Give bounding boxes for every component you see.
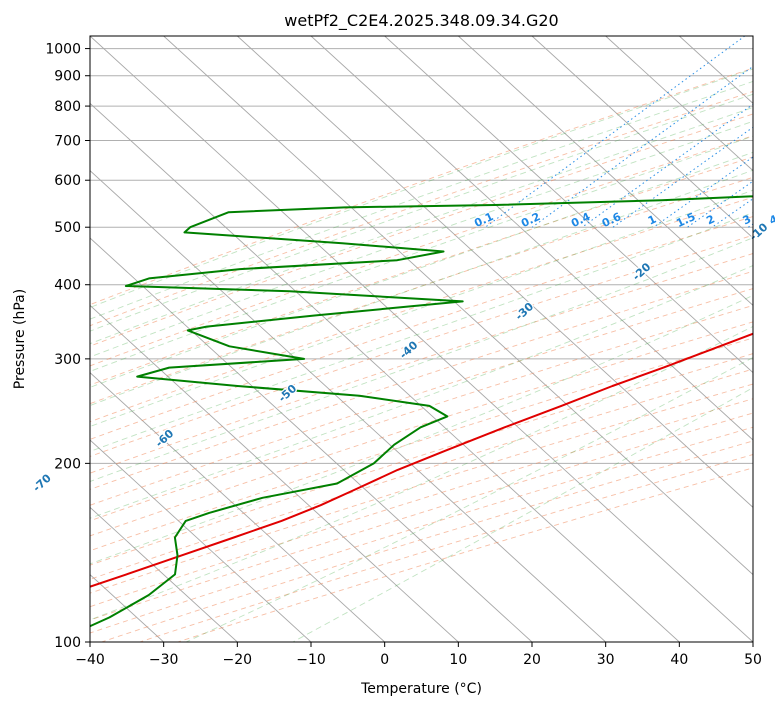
- temperature-line: [90, 332, 753, 588]
- moist-adiabat: [90, 135, 753, 372]
- x-axis-label: Temperature (°C): [360, 681, 482, 697]
- y-tick-label: 100: [54, 635, 81, 651]
- isotherm-line: [531, 36, 753, 239]
- dewpoint-line: [90, 195, 753, 628]
- y-tick-label: 600: [54, 173, 81, 189]
- moist-adiabat: [90, 189, 753, 427]
- x-tick-label: 50: [744, 652, 762, 668]
- dry-adiabat: [90, 368, 753, 580]
- isotherm-line: [90, 36, 753, 642]
- y-tick-label: 300: [54, 352, 81, 368]
- background-lines: [90, 36, 753, 642]
- isotherm-line: [605, 36, 753, 172]
- dry-adiabat: [90, 90, 753, 327]
- isotherm-line: [90, 237, 533, 642]
- y-tick-label: 900: [54, 69, 81, 85]
- isotherm-label: -30: [513, 300, 537, 323]
- moist-adiabat: [90, 120, 753, 358]
- isotherm-line: [90, 102, 680, 642]
- isotherm-line: [237, 36, 753, 508]
- x-tick-label: 10: [449, 652, 467, 668]
- x-tick-label: −40: [75, 652, 105, 668]
- moist-adiabat: [90, 68, 753, 308]
- moist-adiabat: [90, 237, 753, 482]
- dry-adiabat: [90, 426, 753, 634]
- isotherm-label: -70: [30, 471, 54, 494]
- isotherm-line: [163, 36, 753, 576]
- dry-adiabat: [90, 234, 753, 457]
- chart-title: wetPf2_C2E4.2025.348.09.34.G20: [284, 11, 558, 31]
- dry-adiabat: [139, 454, 753, 642]
- mixing-ratio-line: [581, 103, 753, 228]
- y-tick-label: 1000: [45, 42, 81, 58]
- x-tick-label: −10: [296, 652, 326, 668]
- mixing-ratio-label: 3: [741, 213, 753, 228]
- dry-adiabat: [90, 353, 753, 566]
- x-tick-label: 40: [670, 652, 688, 668]
- x-tick-label: 20: [523, 652, 541, 668]
- dry-adiabat: [90, 113, 753, 347]
- y-tick-label: 400: [54, 278, 81, 294]
- isotherm-line: [90, 372, 385, 642]
- x-tick-label: −30: [149, 652, 179, 668]
- y-axis: 100 200 300 400 500 600 700 800 900 1000: [45, 42, 90, 651]
- isotherm-label: -60: [153, 427, 177, 450]
- x-tick-label: 30: [597, 652, 615, 668]
- dry-adiabat: [101, 440, 753, 642]
- moist-adiabat: [90, 325, 753, 621]
- x-tick-label: −20: [223, 652, 253, 668]
- isotherm-line: [90, 170, 606, 642]
- y-tick-label: 500: [54, 220, 81, 236]
- x-tick-label: 0: [380, 652, 389, 668]
- moist-adiabat: [90, 151, 753, 388]
- moist-adiabat: [90, 212, 753, 452]
- isotherm-line: [90, 439, 312, 642]
- isotherm-label: -40: [397, 338, 421, 361]
- dry-adiabat: [90, 398, 753, 608]
- plot-frame: [89, 35, 754, 643]
- dry-adiabat: [90, 67, 753, 306]
- mixing-ratio-line: [748, 223, 753, 228]
- dry-adiabat: [90, 304, 753, 522]
- dry-adiabat: [90, 156, 753, 386]
- mixing-ratio-line: [653, 156, 753, 228]
- mixing-ratio-label: 4: [767, 212, 775, 227]
- y-tick-label: 700: [54, 133, 81, 149]
- isotherm-line: [90, 304, 459, 642]
- dry-adiabat: [177, 467, 753, 642]
- isotherm-line: [752, 36, 753, 37]
- y-axis-label: Pressure (hPa): [12, 289, 28, 389]
- series-lines: [90, 195, 753, 628]
- moist-adiabat: [185, 356, 753, 642]
- dry-adiabat: [90, 176, 753, 405]
- line-labels: 0.10.20.40.611.52346810131620253036-100-…: [29, 210, 775, 496]
- moist-adiabat: [90, 169, 753, 407]
- moist-adiabat: [292, 387, 753, 642]
- dry-adiabat: [90, 253, 753, 474]
- dry-adiabat: [90, 216, 753, 440]
- y-tick-label: 800: [54, 99, 81, 115]
- isotherm-line: [458, 36, 753, 306]
- isotherm-line: [384, 36, 753, 374]
- x-axis: −40 −30 −20 −10 0 10 20 30 40 50: [75, 642, 762, 668]
- dry-adiabat: [90, 288, 753, 506]
- isotherm-line: [90, 506, 238, 642]
- y-tick-label: 200: [54, 456, 81, 472]
